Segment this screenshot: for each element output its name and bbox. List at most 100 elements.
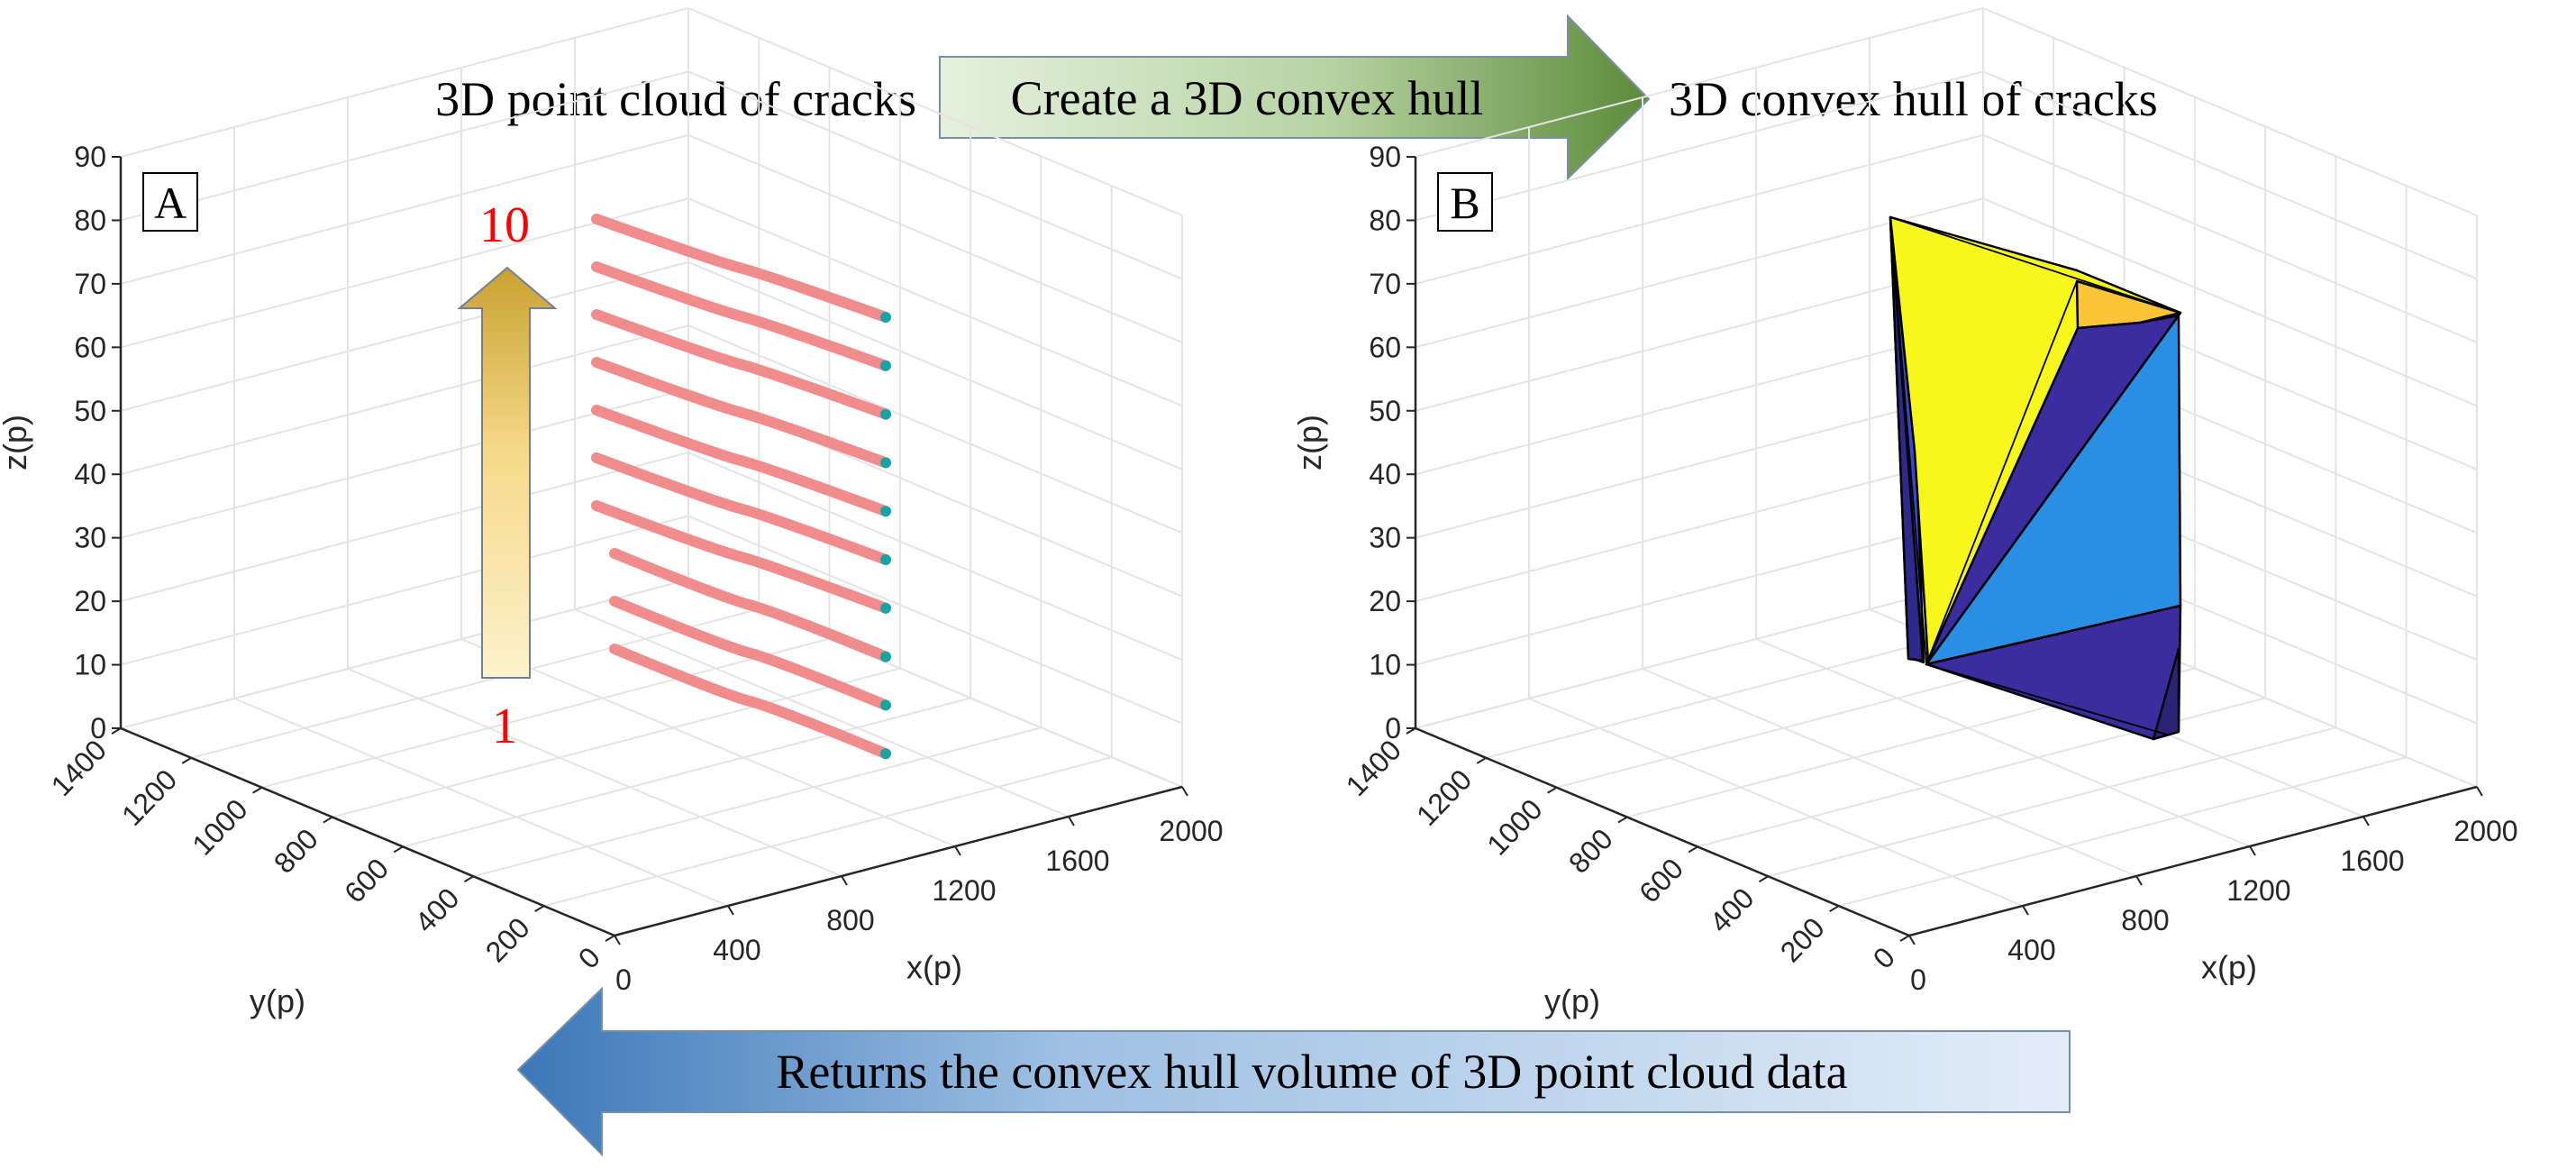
- convex-hull: [1889, 215, 2182, 741]
- x-tick-label: 400: [713, 934, 760, 966]
- y-tick-mark: [1617, 816, 1628, 824]
- panel-label: B: [1437, 172, 1493, 232]
- x-tick-label: 800: [826, 904, 874, 936]
- hull-edge: [1925, 663, 2168, 735]
- grid-line: [347, 668, 842, 877]
- x-axis-label: x(p): [906, 949, 962, 986]
- x-tick-label: 2000: [1159, 815, 1223, 847]
- grid-line: [1415, 260, 1984, 412]
- y-tick-label: 0: [1867, 941, 1901, 975]
- x-tick-label: 1200: [932, 874, 996, 907]
- grid-line: [1982, 7, 2478, 216]
- crack-endpoint: [880, 408, 891, 420]
- grid-line: [1415, 388, 1984, 539]
- crack-endpoint: [880, 360, 891, 371]
- crack-endpoint: [880, 699, 891, 711]
- crack-endpoint: [880, 651, 891, 662]
- grid-line: [332, 667, 901, 818]
- crack-trace: [591, 357, 891, 469]
- z-tick-label: 90: [1369, 141, 1401, 173]
- grid-line: [687, 70, 1183, 280]
- x-tick-mark: [841, 875, 848, 886]
- grid-line: [687, 260, 1183, 470]
- right-panel-title: 3D convex hull of cracks: [1669, 72, 2158, 126]
- z-tick-label: 50: [1369, 395, 1401, 427]
- x-axis-line: [1908, 785, 2478, 937]
- grid-line: [120, 324, 689, 476]
- crack-endpoint: [880, 554, 891, 565]
- x-tick-mark: [1908, 935, 1916, 945]
- crack-trace: [591, 214, 891, 323]
- grid-line: [687, 452, 1183, 662]
- grid-line: [233, 698, 729, 907]
- y-tick-mark: [393, 845, 404, 854]
- z-tick-label: 80: [74, 204, 106, 236]
- crack-trace: [591, 500, 891, 614]
- grid-line: [1415, 515, 1984, 666]
- x-tick-mark: [2022, 905, 2029, 916]
- crack-endpoint: [880, 506, 891, 517]
- grid-line: [1838, 756, 2407, 908]
- x-axis-label: x(p): [2201, 949, 2257, 986]
- y-tick-label: 800: [1562, 822, 1619, 879]
- y-tick-mark: [1476, 756, 1487, 764]
- y-tick-mark: [463, 875, 474, 883]
- crack-trace: [591, 309, 891, 420]
- grid-line: [120, 70, 689, 222]
- y-tick-label: 600: [338, 852, 395, 909]
- crack-trace: [609, 644, 891, 760]
- z-tick-label: 70: [1369, 268, 1401, 300]
- crack-trace: [609, 548, 891, 662]
- grid-line: [120, 579, 689, 729]
- z-tick-label: 10: [74, 649, 106, 681]
- z-tick-label: 60: [74, 331, 106, 363]
- grid-line: [543, 756, 1112, 908]
- grid-lines: [120, 7, 1183, 936]
- grid-line: [460, 638, 956, 847]
- grid-line: [261, 637, 830, 789]
- crack-order-arrow: 10 1: [457, 197, 558, 754]
- z-tick-label: 50: [74, 395, 106, 427]
- x-tick-label: 0: [1910, 964, 1926, 996]
- z-tick-label: 70: [74, 268, 106, 300]
- forward-arrow: Create a 3D convex hull: [939, 14, 1651, 181]
- crack-endpoint: [880, 312, 891, 323]
- y-tick-mark: [605, 935, 615, 942]
- crack-trace: [609, 596, 891, 711]
- x-tick-label: 1200: [2226, 874, 2290, 907]
- grid-line: [402, 697, 971, 848]
- panel-label: A: [142, 172, 198, 232]
- point-cloud-plot: 0400800120016002000020040060080010001200…: [0, 7, 1224, 1019]
- y-tick-mark: [1829, 905, 1840, 913]
- grid-line: [1415, 452, 1984, 603]
- y-tick-label: 200: [1774, 911, 1831, 968]
- y-tick-label: 1000: [1480, 793, 1548, 862]
- y-tick-label: 1000: [186, 793, 253, 862]
- y-tick-label: 800: [268, 822, 324, 879]
- y-tick-label: 400: [408, 881, 465, 938]
- x-tick-label: 1600: [1045, 845, 1109, 877]
- z-tick-label: 0: [90, 712, 106, 744]
- x-tick-mark: [2249, 845, 2256, 856]
- z-tick-label: 40: [1369, 458, 1401, 490]
- y-tick-mark: [252, 786, 263, 794]
- x-tick-mark: [2476, 786, 2483, 797]
- y-tick-label: 1200: [1410, 763, 1478, 832]
- grid-line: [1415, 324, 1984, 476]
- x-tick-label: 400: [2007, 934, 2055, 966]
- grid-line: [1768, 726, 2336, 878]
- x-tick-mark: [2135, 875, 2143, 886]
- grid-line: [120, 515, 689, 666]
- grid-line: [1982, 133, 2478, 343]
- hull-face-navy-edge: [2152, 647, 2180, 741]
- y-tick-mark: [1547, 786, 1558, 794]
- y-tick-mark: [1688, 845, 1698, 854]
- grid-line: [1755, 638, 2251, 847]
- y-axis-line: [1415, 726, 1910, 937]
- y-tick-label: 0: [572, 941, 606, 975]
- z-axis-label: z(p): [0, 415, 33, 470]
- forward-arrow-label: Create a 3D convex hull: [1011, 71, 1484, 125]
- return-arrow: Returns the convex hull volume of 3D poi…: [516, 986, 2071, 1157]
- crack-order-top-label: 10: [479, 197, 530, 253]
- z-tick-label: 30: [74, 522, 106, 554]
